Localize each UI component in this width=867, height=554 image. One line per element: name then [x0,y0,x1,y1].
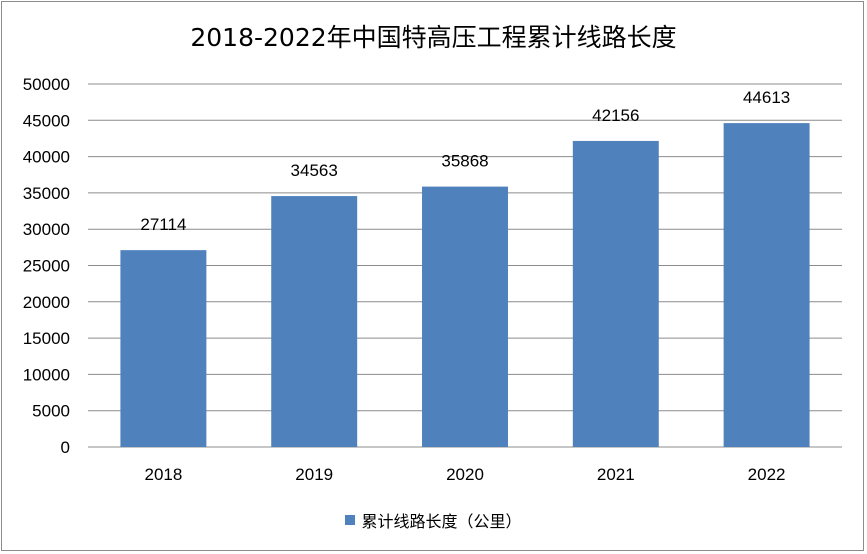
y-tick-label: 10000 [23,365,70,384]
y-tick-label: 50000 [23,75,70,94]
y-tick-label: 5000 [32,402,70,421]
bar-2019 [271,196,358,447]
y-tick-label: 20000 [23,293,70,312]
legend: 累计线路长度（公里） [0,508,867,532]
bar-2022 [723,123,810,447]
x-tick-label-2018: 2018 [144,465,182,484]
x-tick-label-2020: 2020 [446,465,484,484]
y-tick-label: 30000 [23,220,70,239]
data-label-2021: 42156 [592,106,639,125]
y-tick-label: 45000 [23,111,70,130]
legend-swatch [345,515,356,525]
chart-title: 2018-2022年中国特高压工程累计线路长度 [190,23,677,52]
bar-2018 [120,250,207,447]
bar-2020 [422,186,508,447]
x-tick-label-2022: 2022 [748,465,786,484]
x-tick-label-2019: 2019 [295,465,333,484]
y-tick-label: 15000 [23,329,70,348]
data-label-2020: 35868 [441,152,488,171]
x-tick-label-2021: 2021 [597,465,635,484]
y-tick-label: 0 [61,438,70,457]
y-tick-label: 40000 [23,148,70,167]
data-label-2018: 27114 [140,215,186,234]
legend-label: 累计线路长度（公里） [361,512,522,531]
bar-2021 [572,140,659,447]
data-label-2019: 34563 [291,161,338,180]
y-tick-label: 25000 [23,257,70,276]
y-tick-label: 35000 [23,184,70,203]
data-label-2022: 44613 [743,88,790,107]
